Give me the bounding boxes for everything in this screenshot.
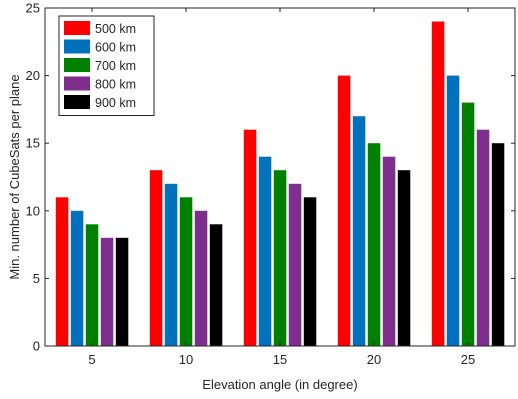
bar [446, 75, 460, 346]
legend-entry-label: 700 km [95, 59, 136, 73]
y-axis-label: Min. number of CubeSats per plane [7, 74, 22, 279]
bar [149, 170, 163, 346]
bar [337, 75, 351, 346]
x-tick-label: 15 [273, 352, 287, 367]
bar [476, 129, 490, 346]
bar [461, 102, 475, 346]
legend: 500 km 600 km 700 km 800 km 900 km [58, 15, 155, 116]
bar [491, 143, 505, 346]
y-tick-label: 15 [26, 136, 40, 151]
bars-layer [55, 21, 505, 346]
bar [382, 156, 396, 346]
x-axis-ticks: 5 10 15 20 25 [88, 8, 475, 367]
bar [164, 183, 178, 346]
x-tick-label: 25 [461, 352, 475, 367]
bar [55, 197, 69, 346]
y-tick-label: 5 [33, 271, 40, 286]
legend-swatch [64, 58, 90, 72]
y-axis-ticks: 0 5 10 15 20 25 [26, 1, 515, 354]
legend-swatch [64, 39, 90, 54]
bar [258, 156, 272, 346]
bar [288, 183, 302, 346]
legend-swatch [64, 95, 90, 109]
bar [397, 170, 411, 346]
x-tick-label: 20 [367, 352, 381, 367]
bar [100, 237, 114, 346]
x-tick-label: 5 [88, 352, 95, 367]
bar [194, 210, 208, 346]
legend-entry-label: 600 km [95, 41, 136, 55]
y-tick-label: 0 [33, 339, 40, 354]
bar [209, 224, 223, 346]
bar [243, 129, 257, 346]
y-tick-label: 10 [26, 203, 40, 218]
bar [367, 143, 381, 346]
legend-entry-label: 800 km [95, 78, 136, 92]
bar [303, 197, 317, 346]
legend-swatch [64, 76, 90, 91]
y-tick-label: 25 [26, 1, 40, 16]
bar [431, 21, 445, 346]
y-tick-label: 20 [26, 68, 40, 83]
legend-swatch [64, 21, 90, 35]
x-tick-label: 10 [179, 352, 193, 367]
bar [352, 116, 366, 346]
legend-entry-label: 500 km [95, 22, 136, 36]
bar [273, 170, 287, 346]
bar [179, 197, 193, 346]
bar [115, 237, 129, 346]
bar [70, 210, 84, 346]
bar [85, 224, 99, 346]
x-axis-label: Elevation angle (in degree) [202, 377, 357, 392]
legend-entry-label: 900 km [95, 96, 136, 110]
